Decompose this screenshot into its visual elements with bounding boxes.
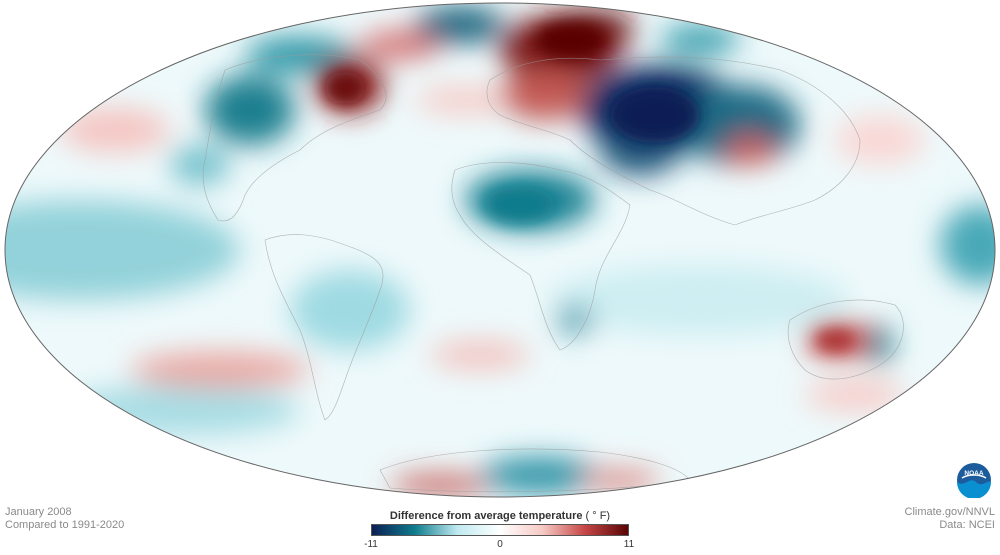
date-caption: January 2008 Compared to 1991-2020 [5,506,124,532]
logo-text: NOAA [964,470,983,477]
credit-caption: Climate.gov/NNVL Data: NCEI [905,506,995,532]
date-label: January 2008 [5,506,72,518]
legend-max-label: 11 [623,539,635,550]
data-source-label: Data: NCEI [939,519,995,531]
globe-outline [4,2,996,498]
legend-title: Difference from average temperature ( ° … [372,510,628,522]
baseline-label: Compared to 1991-2020 [5,519,125,531]
legend-unit: ( ° F) [585,510,611,522]
legend-title-text: Difference from average temperature [389,510,583,522]
legend-min-label: -11 [364,539,378,550]
legend-color-bar [371,524,629,536]
credit-label: Climate.gov/NNVL [904,506,995,518]
noaa-logo-icon: NOAA [957,463,991,498]
legend-mid-label: 0 [497,539,503,550]
coastlines [202,54,904,493]
temperature-anomaly-map [4,2,996,498]
